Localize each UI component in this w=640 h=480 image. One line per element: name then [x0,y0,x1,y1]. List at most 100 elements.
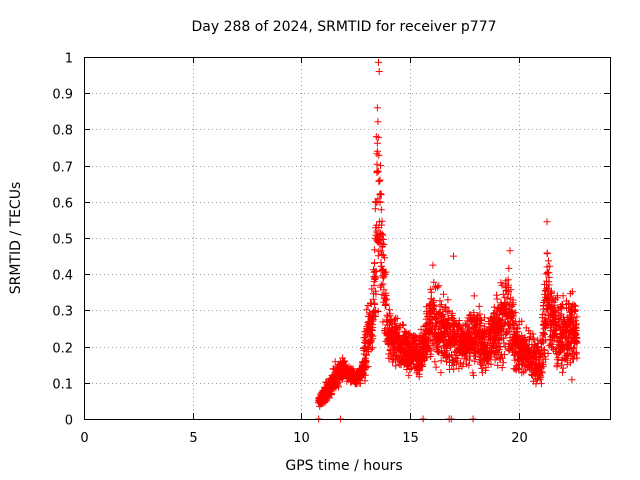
data-point [493,295,501,303]
data-point [498,354,506,362]
data-point [521,334,529,341]
data-point [341,357,349,365]
data-points [315,58,581,423]
data-point [374,308,382,315]
data-point [427,288,435,296]
y-tick-label: 0.2 [52,342,73,357]
data-point [538,369,546,377]
data-point [372,274,380,282]
data-point [490,303,498,311]
data-point [436,302,444,310]
data-point [571,306,579,314]
data-point [380,269,388,277]
data-point [511,308,519,316]
data-point [495,355,503,363]
data-point [559,364,567,372]
data-point [505,281,512,289]
data-point [373,147,381,155]
axis-ticks [84,57,610,420]
data-point [499,325,507,333]
data-point [377,206,385,214]
data-point [371,246,379,254]
data-point [572,307,580,315]
data-point [380,241,388,248]
data-point [492,344,500,352]
data-point [529,330,537,338]
data-point [550,307,558,315]
data-point [449,314,457,322]
data-point [437,301,445,309]
x-tick-label: 20 [511,431,528,446]
data-point [382,292,390,299]
x-axis-label: GPS time / hours [285,458,402,474]
data-point [503,295,511,303]
chart-title: Day 288 of 2024, SRMTID for receiver p77… [191,19,496,35]
data-point [374,167,382,175]
data-point [568,288,576,296]
data-point [372,312,380,320]
data-point [375,151,383,159]
x-tick-label: 15 [402,431,419,446]
data-point [471,336,479,344]
y-tick-label: 0.4 [52,269,73,284]
data-point [409,357,417,365]
data-point [366,338,374,346]
data-point [345,363,353,371]
data-point [474,312,482,320]
data-point [450,252,457,260]
y-tick-label: 0 [65,414,73,429]
data-point [470,371,477,379]
data-point [379,231,387,239]
data-point [373,227,381,235]
data-point [386,310,394,318]
data-point [499,359,507,367]
data-point [554,354,562,362]
data-point [377,281,385,289]
data-point [452,353,460,361]
data-point [423,354,431,362]
data-point [371,299,379,307]
data-point [455,364,463,372]
data-point [535,354,543,362]
y-tick-label: 0.8 [52,124,73,139]
data-point [503,329,511,337]
data-point [553,321,561,329]
data-point [443,345,451,352]
data-point [500,304,508,312]
data-point [405,371,413,379]
data-point [443,358,450,366]
data-point [375,177,383,185]
data-point [572,317,580,325]
data-point [545,257,552,265]
data-point [570,344,578,352]
data-point [430,296,438,304]
data-point [466,356,473,364]
data-point [416,367,424,375]
data-point [334,381,342,389]
data-point [548,287,555,295]
data-point [450,365,458,373]
data-point [381,254,389,262]
data-point [559,368,566,376]
data-point [378,217,386,225]
y-tick-label: 0.5 [52,233,73,248]
data-point [372,290,380,298]
data-point [399,321,407,329]
data-point [487,353,495,361]
data-point [373,139,381,147]
data-point [379,280,387,288]
data-point [374,118,382,126]
data-point [487,360,495,368]
data-point [399,321,407,329]
data-point [382,268,390,276]
data-point [470,292,478,300]
data-point [573,354,581,362]
data-point [368,285,376,293]
data-point [508,302,516,310]
data-point [481,314,488,322]
y-tick-label: 1 [65,52,73,67]
data-point [542,355,549,363]
data-point [509,312,517,320]
data-point [427,347,435,355]
